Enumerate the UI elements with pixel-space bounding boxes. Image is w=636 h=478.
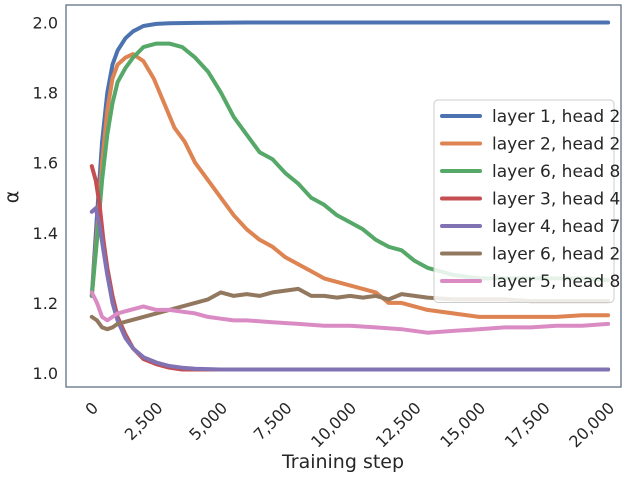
legend: layer 1, head 2 layer 2, head 2 layer 6, h… [433, 99, 620, 303]
series-line-5 [89, 206, 611, 372]
series-line-7 [89, 290, 611, 335]
x-tick-label: 0 [81, 398, 102, 419]
x-tick-label: 7,500 [250, 398, 296, 444]
x-tick-label: 12,500 [372, 398, 425, 451]
y-tick-label: 2.0 [33, 14, 58, 33]
y-tick-label: 1.0 [33, 364, 58, 383]
x-tick-label: 10,000 [307, 398, 360, 451]
y-tick-label: 1.8 [33, 84, 58, 103]
x-tick-label: 17,500 [501, 398, 554, 451]
y-tick-label: 1.2 [33, 294, 58, 313]
y-tick-label: 1.6 [33, 154, 58, 173]
legend-label-5: layer 4, head 7 [492, 217, 620, 237]
legend-label-3: layer 6, head 8 [492, 162, 620, 182]
x-tick-label: 15,000 [436, 398, 489, 451]
y-axis-label: α [1, 191, 23, 204]
series-line-2 [89, 52, 611, 319]
legend-label-4: layer 3, head 4 [492, 190, 620, 210]
x-axis-label: Training step [281, 451, 404, 473]
legend-label-6: layer 6, head 2 [492, 245, 620, 265]
y-tick-label: 1.4 [33, 224, 58, 243]
x-tick-label: 2,500 [121, 398, 167, 444]
legend-label-7: layer 5, head 8 [492, 272, 620, 292]
legend-label-1: layer 1, head 2 [492, 107, 620, 127]
x-tick-label: 20,000 [565, 398, 618, 451]
x-tick-label: 5,000 [185, 398, 231, 444]
legend-label-2: layer 2, head 2 [492, 135, 620, 155]
